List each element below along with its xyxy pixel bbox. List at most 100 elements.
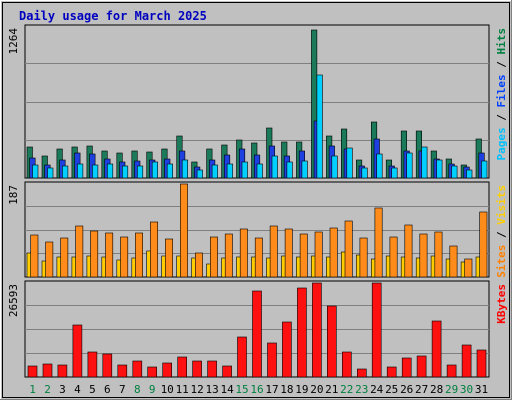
bar-kbytes-day-20: [312, 282, 322, 378]
bar-pages-day-25: [391, 167, 398, 179]
bar-pages-day-24: [376, 153, 383, 179]
y-max-label: 26593: [7, 284, 20, 317]
panels-layer: 1264 Pages / Files / Hits 187 Sites / Visit…: [7, 24, 508, 378]
bar-kbytes-day-7: [117, 364, 128, 378]
bar-kbytes-day-1: [27, 365, 38, 378]
bar-kbytes-day-10: [162, 362, 172, 378]
day-label-20: 20: [310, 383, 323, 396]
chart-title: Daily usage for March 2025: [19, 9, 207, 23]
panel-bars: [26, 29, 488, 179]
day-label-31: 31: [475, 383, 488, 396]
bar-sites-day-14: [224, 233, 233, 278]
bar-pages-day-29: [451, 165, 458, 179]
day-label-3: 3: [59, 383, 66, 396]
bar-sites-day-25: [389, 236, 398, 278]
bar-sites-day-21: [329, 227, 338, 278]
bar-pages-day-3: [62, 165, 69, 179]
legend-entry: Files: [495, 74, 508, 107]
day-label-9: 9: [149, 383, 156, 396]
y-max-label: 1264: [7, 28, 20, 55]
day-label-11: 11: [176, 383, 189, 396]
day-label-12: 12: [190, 383, 203, 396]
bar-sites-day-28: [434, 231, 443, 278]
panel-legend: KBytes: [495, 284, 508, 324]
bar-sites-day-15: [239, 228, 248, 278]
bar-pages-day-19: [301, 160, 308, 179]
bar-kbytes-day-26: [401, 357, 412, 378]
bar-pages-day-6: [107, 163, 114, 179]
bar-sites-day-4: [75, 225, 84, 278]
bar-pages-day-15: [241, 161, 248, 179]
bar-pages-day-1: [32, 164, 39, 179]
bar-pages-day-21: [331, 155, 338, 179]
day-label-7: 7: [119, 383, 126, 396]
bar-sites-day-27: [419, 233, 428, 278]
day-label-10: 10: [161, 383, 174, 396]
bar-sites-day-13: [210, 236, 218, 278]
day-label-14: 14: [220, 383, 234, 396]
day-label-6: 6: [104, 383, 111, 396]
bar-kbytes-day-12: [192, 360, 202, 378]
panel-bars: [26, 183, 488, 278]
bar-kbytes-day-25: [386, 366, 397, 378]
y-max-label: 187: [7, 185, 20, 205]
day-label-5: 5: [89, 383, 96, 396]
day-label-17: 17: [265, 383, 278, 396]
bar-sites-day-30: [464, 258, 473, 278]
bar-sites-day-20: [314, 231, 323, 278]
bar-pages-day-14: [226, 163, 233, 179]
bar-pages-day-10: [166, 163, 173, 179]
bar-kbytes-day-16: [252, 290, 262, 378]
day-axis: 1 2 3 4 5 6 7 8 9 10 11 12 13 14 15 16 17 18 19 20 21 22 23 24 2…: [29, 383, 488, 396]
bar-kbytes-day-17: [267, 342, 277, 378]
legend-entry: KBytes: [495, 284, 508, 324]
legend-entry: Hits: [495, 28, 508, 55]
bar-sites-day-18: [284, 228, 293, 278]
bar-kbytes-day-27: [416, 355, 427, 378]
day-label-4: 4: [74, 383, 81, 396]
bar-kbytes-day-28: [431, 320, 442, 378]
bar-sites-day-22: [344, 220, 353, 278]
bar-kbytes-day-2: [42, 363, 53, 378]
bar-pages-day-30: [466, 169, 473, 179]
day-label-25: 25: [385, 383, 398, 396]
bar-sites-day-12: [195, 252, 203, 278]
day-label-23: 23: [355, 383, 368, 396]
bar-pages-day-13: [211, 164, 218, 179]
legend-entry: /: [495, 225, 508, 245]
bar-kbytes-day-22: [341, 351, 352, 378]
day-label-28: 28: [430, 383, 443, 396]
bar-kbytes-day-15: [237, 336, 247, 378]
bar-kbytes-day-23: [356, 368, 367, 378]
bar-kbytes-day-8: [132, 360, 143, 378]
bar-sites-day-6: [105, 232, 114, 278]
bar-kbytes-day-9: [147, 366, 157, 378]
day-label-18: 18: [280, 383, 293, 396]
bar-pages-day-17: [271, 155, 278, 179]
bar-pages-day-20: [316, 74, 323, 179]
bar-kbytes-day-14: [222, 365, 232, 378]
bar-kbytes-day-4: [72, 324, 83, 378]
bar-sites-day-16: [254, 237, 263, 278]
bar-pages-day-16: [256, 163, 263, 179]
bar-kbytes-day-11: [177, 356, 187, 378]
bar-pages-day-18: [286, 161, 293, 179]
bar-sites-day-11: [180, 183, 188, 278]
bar-kbytes-day-18: [282, 321, 292, 378]
bar-pages-day-4: [77, 163, 84, 179]
day-label-30: 30: [460, 383, 473, 396]
panel-legend: Pages / Files / Hits: [495, 28, 508, 161]
day-label-1: 1: [29, 383, 36, 396]
day-label-22: 22: [340, 383, 353, 396]
legend-entry: /: [495, 108, 508, 128]
bar-kbytes-day-21: [326, 305, 337, 378]
panel-hits-files-pages: 1264 Pages / Files / Hits: [7, 24, 508, 179]
legend-entry: /: [495, 55, 508, 75]
bar-kbytes-day-30: [461, 344, 472, 378]
panel-legend: Sites / Visits: [495, 185, 508, 278]
day-label-27: 27: [415, 383, 428, 396]
bar-kbytes-day-29: [446, 364, 457, 378]
day-label-29: 29: [445, 383, 458, 396]
bar-sites-day-7: [120, 236, 129, 278]
